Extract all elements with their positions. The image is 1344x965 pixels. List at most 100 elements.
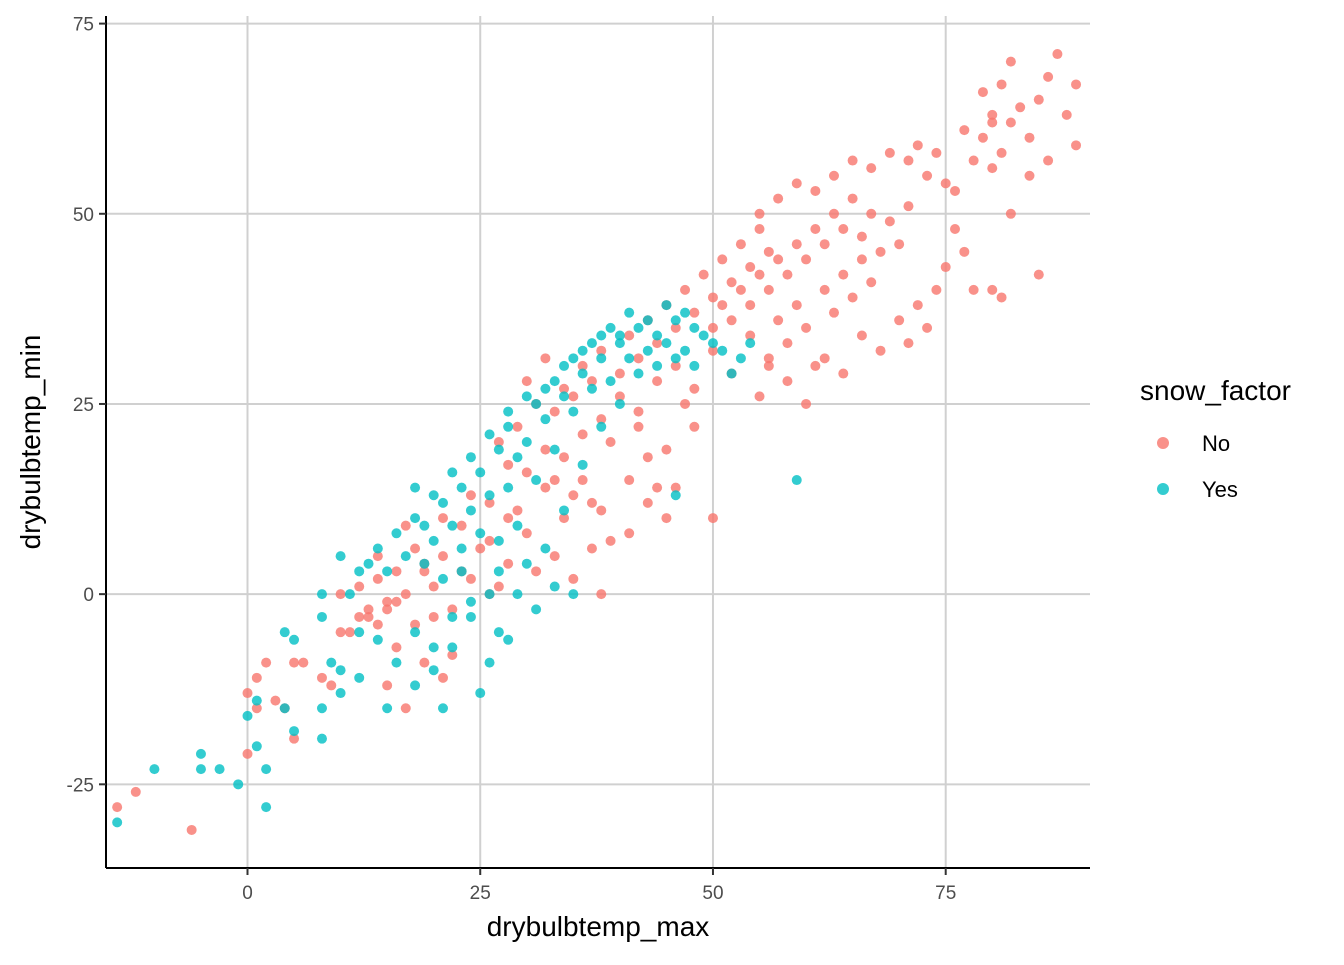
data-point	[689, 360, 700, 371]
legend-label: Yes	[1202, 477, 1238, 502]
data-point	[577, 360, 588, 371]
data-point	[577, 368, 588, 379]
data-point	[922, 170, 933, 181]
data-point	[680, 307, 691, 318]
data-point	[596, 330, 607, 341]
data-point	[652, 482, 663, 493]
data-point	[335, 688, 346, 699]
data-point	[512, 589, 523, 600]
data-point	[559, 383, 570, 394]
data-point	[707, 345, 718, 356]
data-point	[447, 604, 458, 615]
series-yes	[112, 300, 802, 828]
data-point	[242, 688, 253, 699]
data-point	[428, 665, 439, 676]
data-point	[1061, 109, 1072, 120]
data-point	[726, 315, 737, 326]
data-point	[819, 239, 830, 250]
data-point	[503, 513, 514, 524]
data-point	[810, 224, 821, 234]
data-point	[856, 231, 867, 242]
data-point	[372, 551, 383, 562]
data-point	[726, 368, 737, 379]
data-point	[1071, 140, 1082, 151]
data-point	[1024, 170, 1035, 181]
data-point	[540, 414, 551, 425]
data-point	[624, 528, 635, 539]
data-point	[419, 566, 430, 577]
data-point	[614, 338, 625, 349]
y-tick-label: 0	[83, 585, 94, 606]
data-point	[512, 452, 523, 463]
data-point	[801, 398, 812, 409]
data-point	[419, 657, 430, 668]
data-point	[521, 391, 532, 402]
data-point	[586, 383, 597, 394]
data-point	[931, 147, 942, 158]
data-point	[987, 163, 998, 174]
y-tick-label: 50	[73, 205, 94, 226]
data-point	[819, 284, 830, 295]
data-point	[912, 140, 923, 151]
data-point	[531, 566, 542, 577]
data-point	[624, 307, 635, 318]
data-point	[372, 573, 383, 584]
data-point	[633, 406, 644, 417]
data-point	[1052, 49, 1063, 60]
data-point	[977, 132, 988, 143]
data-point	[316, 611, 327, 622]
data-point	[540, 353, 551, 364]
data-point	[596, 505, 607, 516]
data-point	[410, 619, 421, 630]
data-point	[577, 345, 588, 356]
data-point	[605, 535, 616, 546]
data-point	[884, 147, 895, 158]
data-point	[810, 185, 821, 196]
data-point	[484, 589, 495, 600]
data-point	[344, 589, 355, 600]
data-point	[465, 596, 476, 607]
data-point	[410, 627, 421, 638]
data-point	[828, 170, 839, 181]
data-point	[698, 269, 709, 280]
data-point	[382, 604, 393, 615]
tick-labels: 0 25 50 75 -25 0 25 50 75	[67, 15, 957, 904]
data-point	[987, 117, 998, 128]
x-tick-label: 0	[242, 883, 253, 904]
data-point	[810, 360, 821, 371]
data-point	[661, 300, 672, 311]
data-point	[707, 338, 718, 349]
data-point	[680, 284, 691, 295]
data-point	[456, 520, 467, 531]
data-point	[289, 733, 300, 744]
data-point	[977, 87, 988, 98]
legend: snow_factor No Yes	[1140, 375, 1291, 502]
data-point	[344, 627, 355, 638]
data-point	[642, 315, 653, 326]
legend-key	[1157, 437, 1169, 449]
data-point	[568, 391, 579, 402]
data-point	[773, 254, 784, 265]
data-point	[233, 779, 244, 790]
data-point	[521, 558, 532, 569]
data-point	[1033, 269, 1044, 280]
data-point	[642, 452, 653, 463]
data-point	[503, 558, 514, 569]
data-point	[745, 262, 756, 273]
data-point	[624, 330, 635, 341]
data-point	[419, 558, 430, 569]
data-point	[437, 672, 448, 683]
data-point	[484, 490, 495, 501]
data-point	[689, 421, 700, 432]
data-point	[428, 490, 439, 501]
data-point	[279, 703, 290, 714]
data-point	[316, 703, 327, 714]
data-point	[754, 391, 765, 402]
data-point	[838, 269, 849, 280]
axes	[105, 16, 1090, 869]
data-point	[773, 193, 784, 204]
data-point	[335, 589, 346, 600]
data-point	[968, 284, 979, 295]
data-point	[1005, 56, 1016, 67]
data-point	[251, 703, 262, 714]
